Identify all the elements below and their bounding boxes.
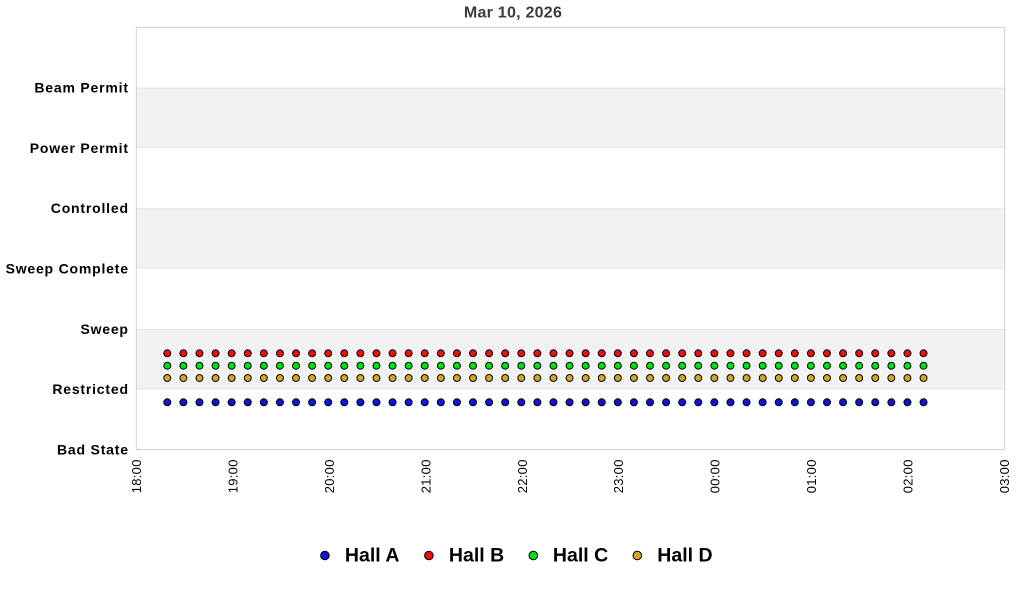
svg-text:01:00: 01:00 [804,459,819,493]
svg-text:Sweep Complete: Sweep Complete [6,260,129,276]
svg-text:19:00: 19:00 [225,459,240,493]
svg-text:Mar 10, 2026: Mar 10, 2026 [464,5,562,22]
svg-text:02:00: 02:00 [901,459,916,493]
svg-text:Sweep: Sweep [80,321,128,337]
svg-text:Hall C: Hall C [553,544,608,566]
svg-text:Hall B: Hall B [449,544,504,566]
svg-text:18:00: 18:00 [129,459,144,493]
svg-text:22:00: 22:00 [515,459,530,493]
svg-text:Bad State: Bad State [57,441,129,457]
svg-text:03:00: 03:00 [997,459,1012,493]
svg-text:Hall D: Hall D [657,544,712,566]
svg-text:Restricted: Restricted [52,381,128,397]
svg-text:Controlled: Controlled [51,200,129,216]
svg-text:Power Permit: Power Permit [30,140,129,156]
svg-text:Beam Permit: Beam Permit [34,79,128,95]
svg-text:21:00: 21:00 [418,459,433,493]
svg-text:20:00: 20:00 [322,459,337,493]
svg-text:Hall A: Hall A [345,544,400,566]
svg-text:00:00: 00:00 [708,459,723,493]
svg-text:23:00: 23:00 [611,459,626,493]
